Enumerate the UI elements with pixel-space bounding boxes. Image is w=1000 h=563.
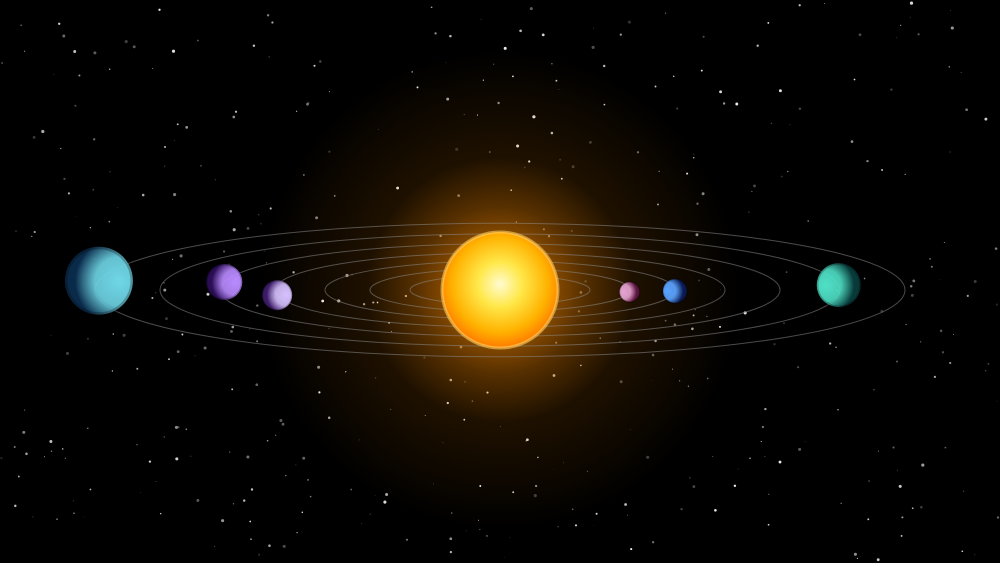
planet-4 bbox=[206, 264, 242, 300]
planet-1 bbox=[620, 282, 640, 302]
scene-svg bbox=[0, 0, 1000, 563]
planet-2 bbox=[663, 279, 687, 303]
planet-6 bbox=[65, 247, 133, 315]
solar-system-diagram bbox=[0, 0, 1000, 563]
planet-3 bbox=[262, 280, 292, 310]
planet-5 bbox=[817, 263, 861, 307]
